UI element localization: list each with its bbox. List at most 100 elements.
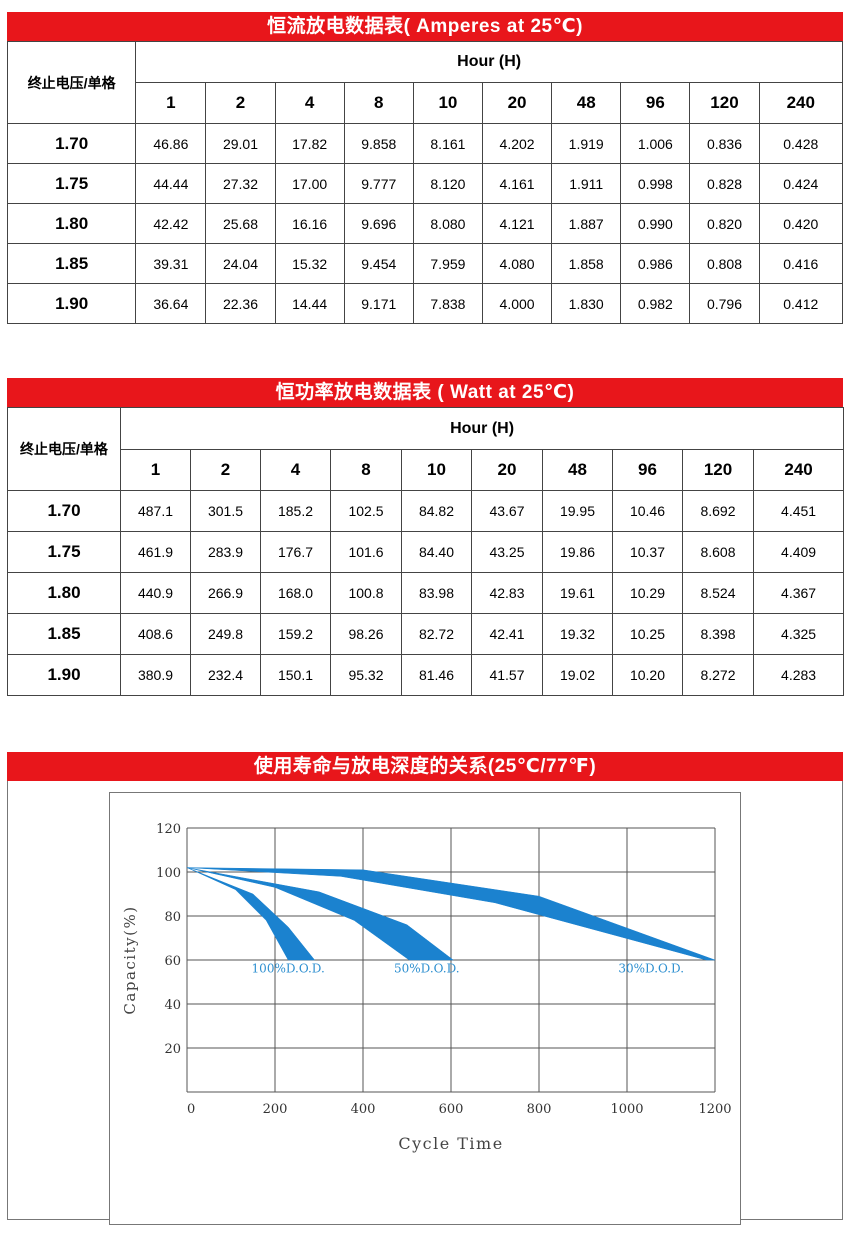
value-cell: 249.8 — [190, 613, 261, 655]
value-cell: 17.00 — [274, 163, 345, 204]
table-row: 1.90 36.64 22.36 14.44 9.171 7.838 4.000 1.830 0… — [6, 283, 844, 324]
value-cell: 10.29 — [612, 572, 683, 614]
dod-band-2 — [186, 867, 716, 961]
value-cell: 0.428 — [758, 123, 844, 164]
hour-header: Hour (H) — [119, 407, 845, 450]
value-cell: 301.5 — [190, 490, 261, 532]
value-cell: 16.16 — [274, 203, 345, 244]
value-cell: 440.9 — [120, 572, 191, 614]
value-cell: 1.006 — [620, 123, 691, 164]
value-cell: 95.32 — [330, 654, 402, 696]
cycle-life-chart: 100%D.O.D. 50%D.O.D. 30%D.O.D. 0 200 400 600 80… — [109, 792, 741, 1225]
x-tick-label: 400 — [351, 1102, 376, 1117]
chart-border — [109, 792, 741, 1225]
value-cell: 0.828 — [689, 163, 760, 204]
value-cell: 8.608 — [682, 531, 754, 573]
value-cell: 0.820 — [689, 203, 760, 244]
value-cell: 0.986 — [620, 243, 691, 284]
x-tick-label: 1200 — [698, 1102, 731, 1117]
hour-column-header: 120 — [682, 449, 754, 491]
y-tick-label: 60 — [164, 954, 181, 969]
value-cell: 4.080 — [481, 243, 553, 284]
current-discharge-section: 恒流放电数据表( Amperes at 25℃) 终止电压/单格 Hour (H… — [6, 12, 844, 324]
value-cell: 0.982 — [620, 283, 691, 324]
value-cell: 36.64 — [135, 283, 207, 324]
cycle-life-section: 使用寿命与放电深度的关系(25℃/77℉) 100%D.O.D. 50%D.O.D… — [7, 752, 843, 1225]
value-cell: 150.1 — [260, 654, 331, 696]
voltage-cell: 1.90 — [7, 654, 121, 696]
value-cell: 1.919 — [551, 123, 622, 164]
voltage-cell: 1.70 — [6, 123, 137, 164]
table-row: 1.85 39.31 24.04 15.32 9.454 7.959 4.080 1.858 0… — [6, 243, 844, 284]
hour-column-header: 240 — [752, 449, 845, 491]
hour-column-header: 4 — [274, 82, 345, 124]
power-table-title: 恒功率放电数据表 ( Watt at 25℃) — [7, 378, 843, 407]
value-cell: 8.080 — [412, 203, 483, 244]
y-tick-label: 40 — [164, 998, 181, 1013]
table-row: 1.70 46.86 29.01 17.82 9.858 8.161 4.202 1.919 1… — [6, 123, 844, 164]
value-cell: 0.808 — [689, 243, 760, 284]
hour-column-header: 10 — [412, 82, 483, 124]
y-tick-label: 20 — [164, 1042, 181, 1057]
y-tick-label: 100 — [156, 866, 181, 881]
value-cell: 44.44 — [135, 163, 207, 204]
value-cell: 8.161 — [412, 123, 483, 164]
table-row: 1.90 380.9 232.4 150.1 95.32 81.46 41.57 19.02 1… — [7, 654, 845, 696]
voltage-cell: 1.75 — [7, 531, 121, 573]
value-cell: 461.9 — [120, 531, 191, 573]
x-tick-label: 1000 — [610, 1102, 643, 1117]
value-cell: 19.95 — [542, 490, 613, 532]
value-cell: 0.412 — [758, 283, 844, 324]
table-row: 1.75 461.9 283.9 176.7 101.6 84.40 43.25 19.86 1… — [7, 531, 845, 573]
table-row: 1.75 44.44 27.32 17.00 9.777 8.120 4.161 1.911 0… — [6, 163, 844, 204]
value-cell: 4.409 — [752, 531, 845, 573]
value-cell: 8.272 — [682, 654, 754, 696]
value-cell: 102.5 — [330, 490, 402, 532]
table-row: 1.70 487.1 301.5 185.2 102.5 84.82 43.67 19.95 1… — [7, 490, 845, 532]
value-cell: 0.998 — [620, 163, 691, 204]
value-cell: 10.20 — [612, 654, 683, 696]
value-cell: 408.6 — [120, 613, 191, 655]
hour-column-header: 48 — [542, 449, 613, 491]
value-cell: 9.858 — [343, 123, 414, 164]
value-cell: 4.367 — [752, 572, 845, 614]
value-cell: 17.82 — [274, 123, 345, 164]
value-cell: 8.692 — [682, 490, 754, 532]
value-cell: 0.796 — [689, 283, 760, 324]
hour-column-header: 2 — [190, 449, 261, 491]
value-cell: 4.283 — [752, 654, 845, 696]
x-tick-label: 600 — [439, 1102, 464, 1117]
value-cell: 266.9 — [190, 572, 261, 614]
value-cell: 380.9 — [120, 654, 191, 696]
value-cell: 8.524 — [682, 572, 754, 614]
voltage-cell: 1.85 — [7, 613, 121, 655]
power-discharge-section: 恒功率放电数据表 ( Watt at 25℃) 终止电压/单格 Hour (H)… — [7, 378, 845, 696]
value-cell: 7.959 — [412, 243, 483, 284]
value-cell: 185.2 — [260, 490, 331, 532]
value-cell: 4.161 — [481, 163, 553, 204]
value-cell: 1.858 — [551, 243, 622, 284]
value-cell: 19.61 — [542, 572, 613, 614]
series-label: 100%D.O.D. — [252, 962, 325, 976]
hour-column-header: 20 — [481, 82, 553, 124]
hour-column-header: 240 — [758, 82, 844, 124]
value-cell: 9.454 — [343, 243, 414, 284]
value-cell: 4.121 — [481, 203, 553, 244]
voltage-cell: 1.75 — [6, 163, 137, 204]
hour-column-header: 2 — [205, 82, 276, 124]
series-label: 30%D.O.D. — [618, 962, 684, 976]
value-cell: 9.171 — [343, 283, 414, 324]
value-cell: 15.32 — [274, 243, 345, 284]
value-cell: 42.83 — [471, 572, 543, 614]
hour-column-header: 1 — [135, 82, 207, 124]
value-cell: 84.40 — [401, 531, 472, 573]
value-cell: 98.26 — [330, 613, 402, 655]
value-cell: 10.25 — [612, 613, 683, 655]
value-cell: 4.451 — [752, 490, 845, 532]
value-cell: 7.838 — [412, 283, 483, 324]
x-axis-label: Cycle Time — [398, 1134, 503, 1153]
value-cell: 1.830 — [551, 283, 622, 324]
hour-column-header: 120 — [689, 82, 760, 124]
current-table-title: 恒流放电数据表( Amperes at 25℃) — [7, 12, 843, 41]
y-tick-label: 80 — [164, 910, 181, 925]
